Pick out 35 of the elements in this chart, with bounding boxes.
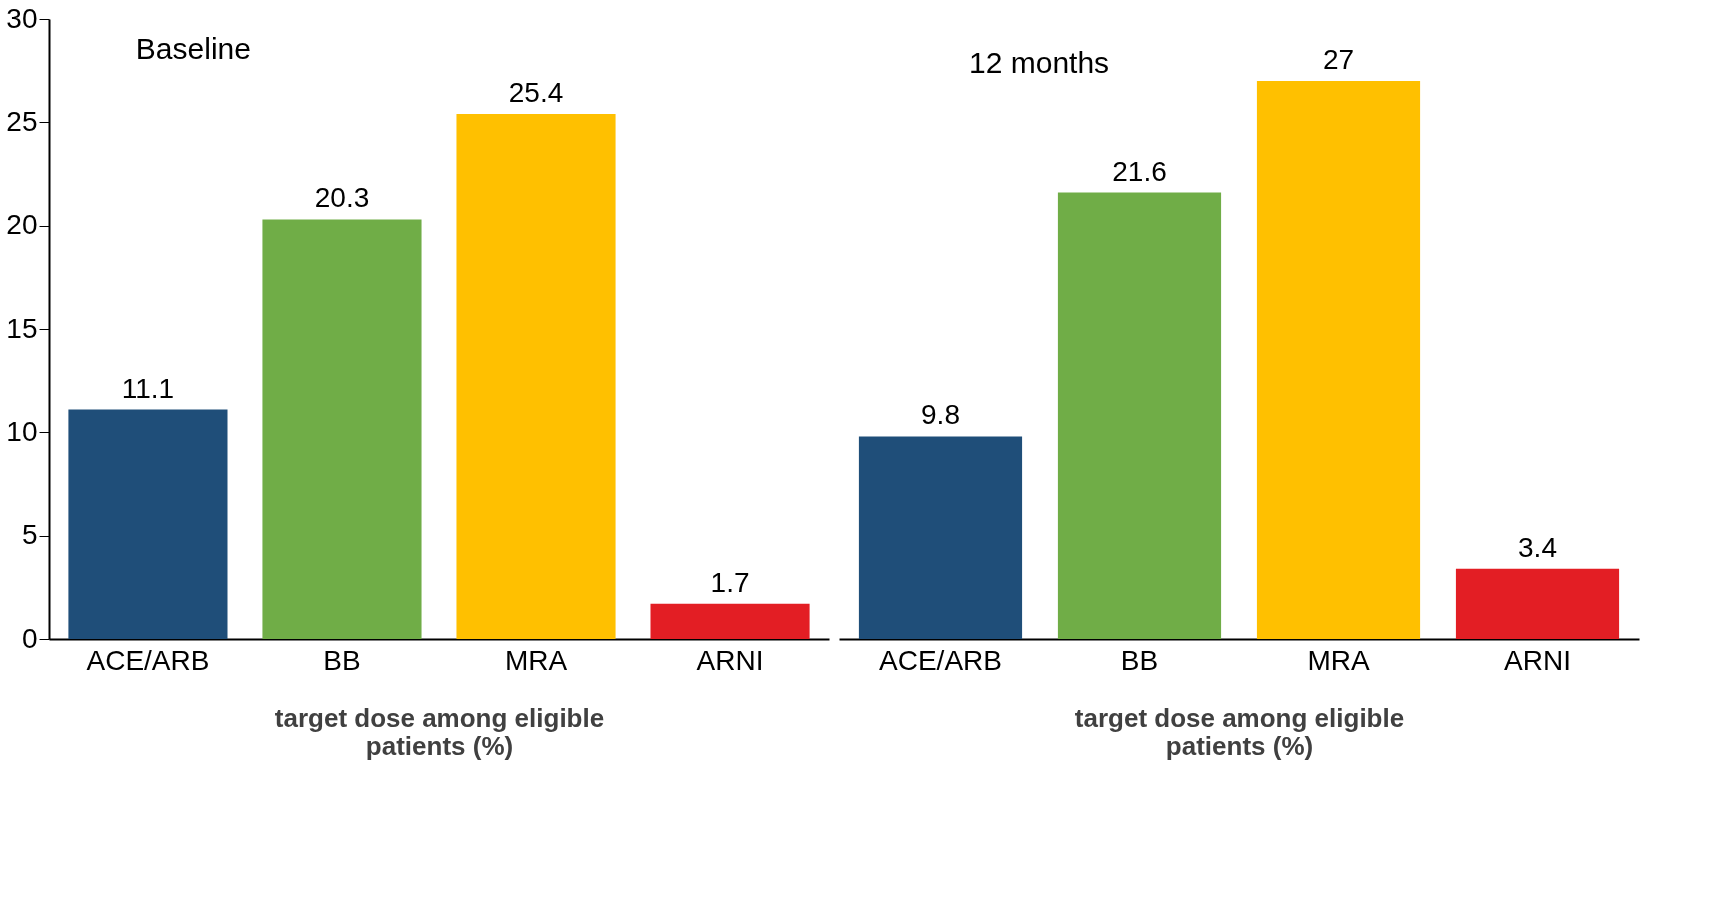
bar (262, 219, 422, 639)
y-tick-label: 0 (21, 622, 38, 654)
x-tick-label: ARNI (696, 644, 764, 676)
data-label: 1.7 (710, 566, 750, 598)
data-label: 11.1 (121, 372, 175, 404)
data-label: 9.8 (921, 399, 960, 431)
bar (1057, 192, 1222, 639)
data-label: 25.4 (508, 77, 564, 109)
x-tick-label: ACE/ARB (879, 644, 1002, 676)
text: 12 months (969, 46, 1110, 79)
bar (1256, 81, 1421, 639)
data-label: 20.3 (314, 182, 370, 214)
y-tick-label: 25 (6, 105, 38, 137)
data-label: 3.4 (1518, 531, 1557, 563)
data-label: 21.6 (1112, 155, 1167, 187)
y-tick-label: 15 (6, 312, 38, 344)
x-tick-label: BB (323, 644, 361, 676)
x-axis-title: target dose among eligible patients (%) (274, 702, 605, 761)
chart-title: Baseline (135, 32, 251, 65)
bar (650, 603, 810, 639)
x-axis-title: target dose among eligible patients (%) (1074, 702, 1405, 761)
x-tick-label: MRA (1307, 644, 1370, 676)
y-tick-label: 10 (6, 415, 38, 447)
x-tick-label: ACE/ARB (86, 644, 210, 676)
y-tick-label: 30 (6, 2, 38, 34)
bar (1455, 568, 1620, 639)
bar (858, 436, 1023, 639)
x-tick-label: MRA (504, 644, 568, 676)
x-tick-label: BB (1120, 644, 1159, 676)
y-tick-label: 20 (6, 209, 38, 241)
bar (68, 409, 228, 639)
y-tick-label: 5 (21, 519, 38, 551)
bar (456, 114, 616, 639)
data-label: 27 (1322, 44, 1355, 75)
x-tick-label: ARNI (1504, 644, 1571, 676)
